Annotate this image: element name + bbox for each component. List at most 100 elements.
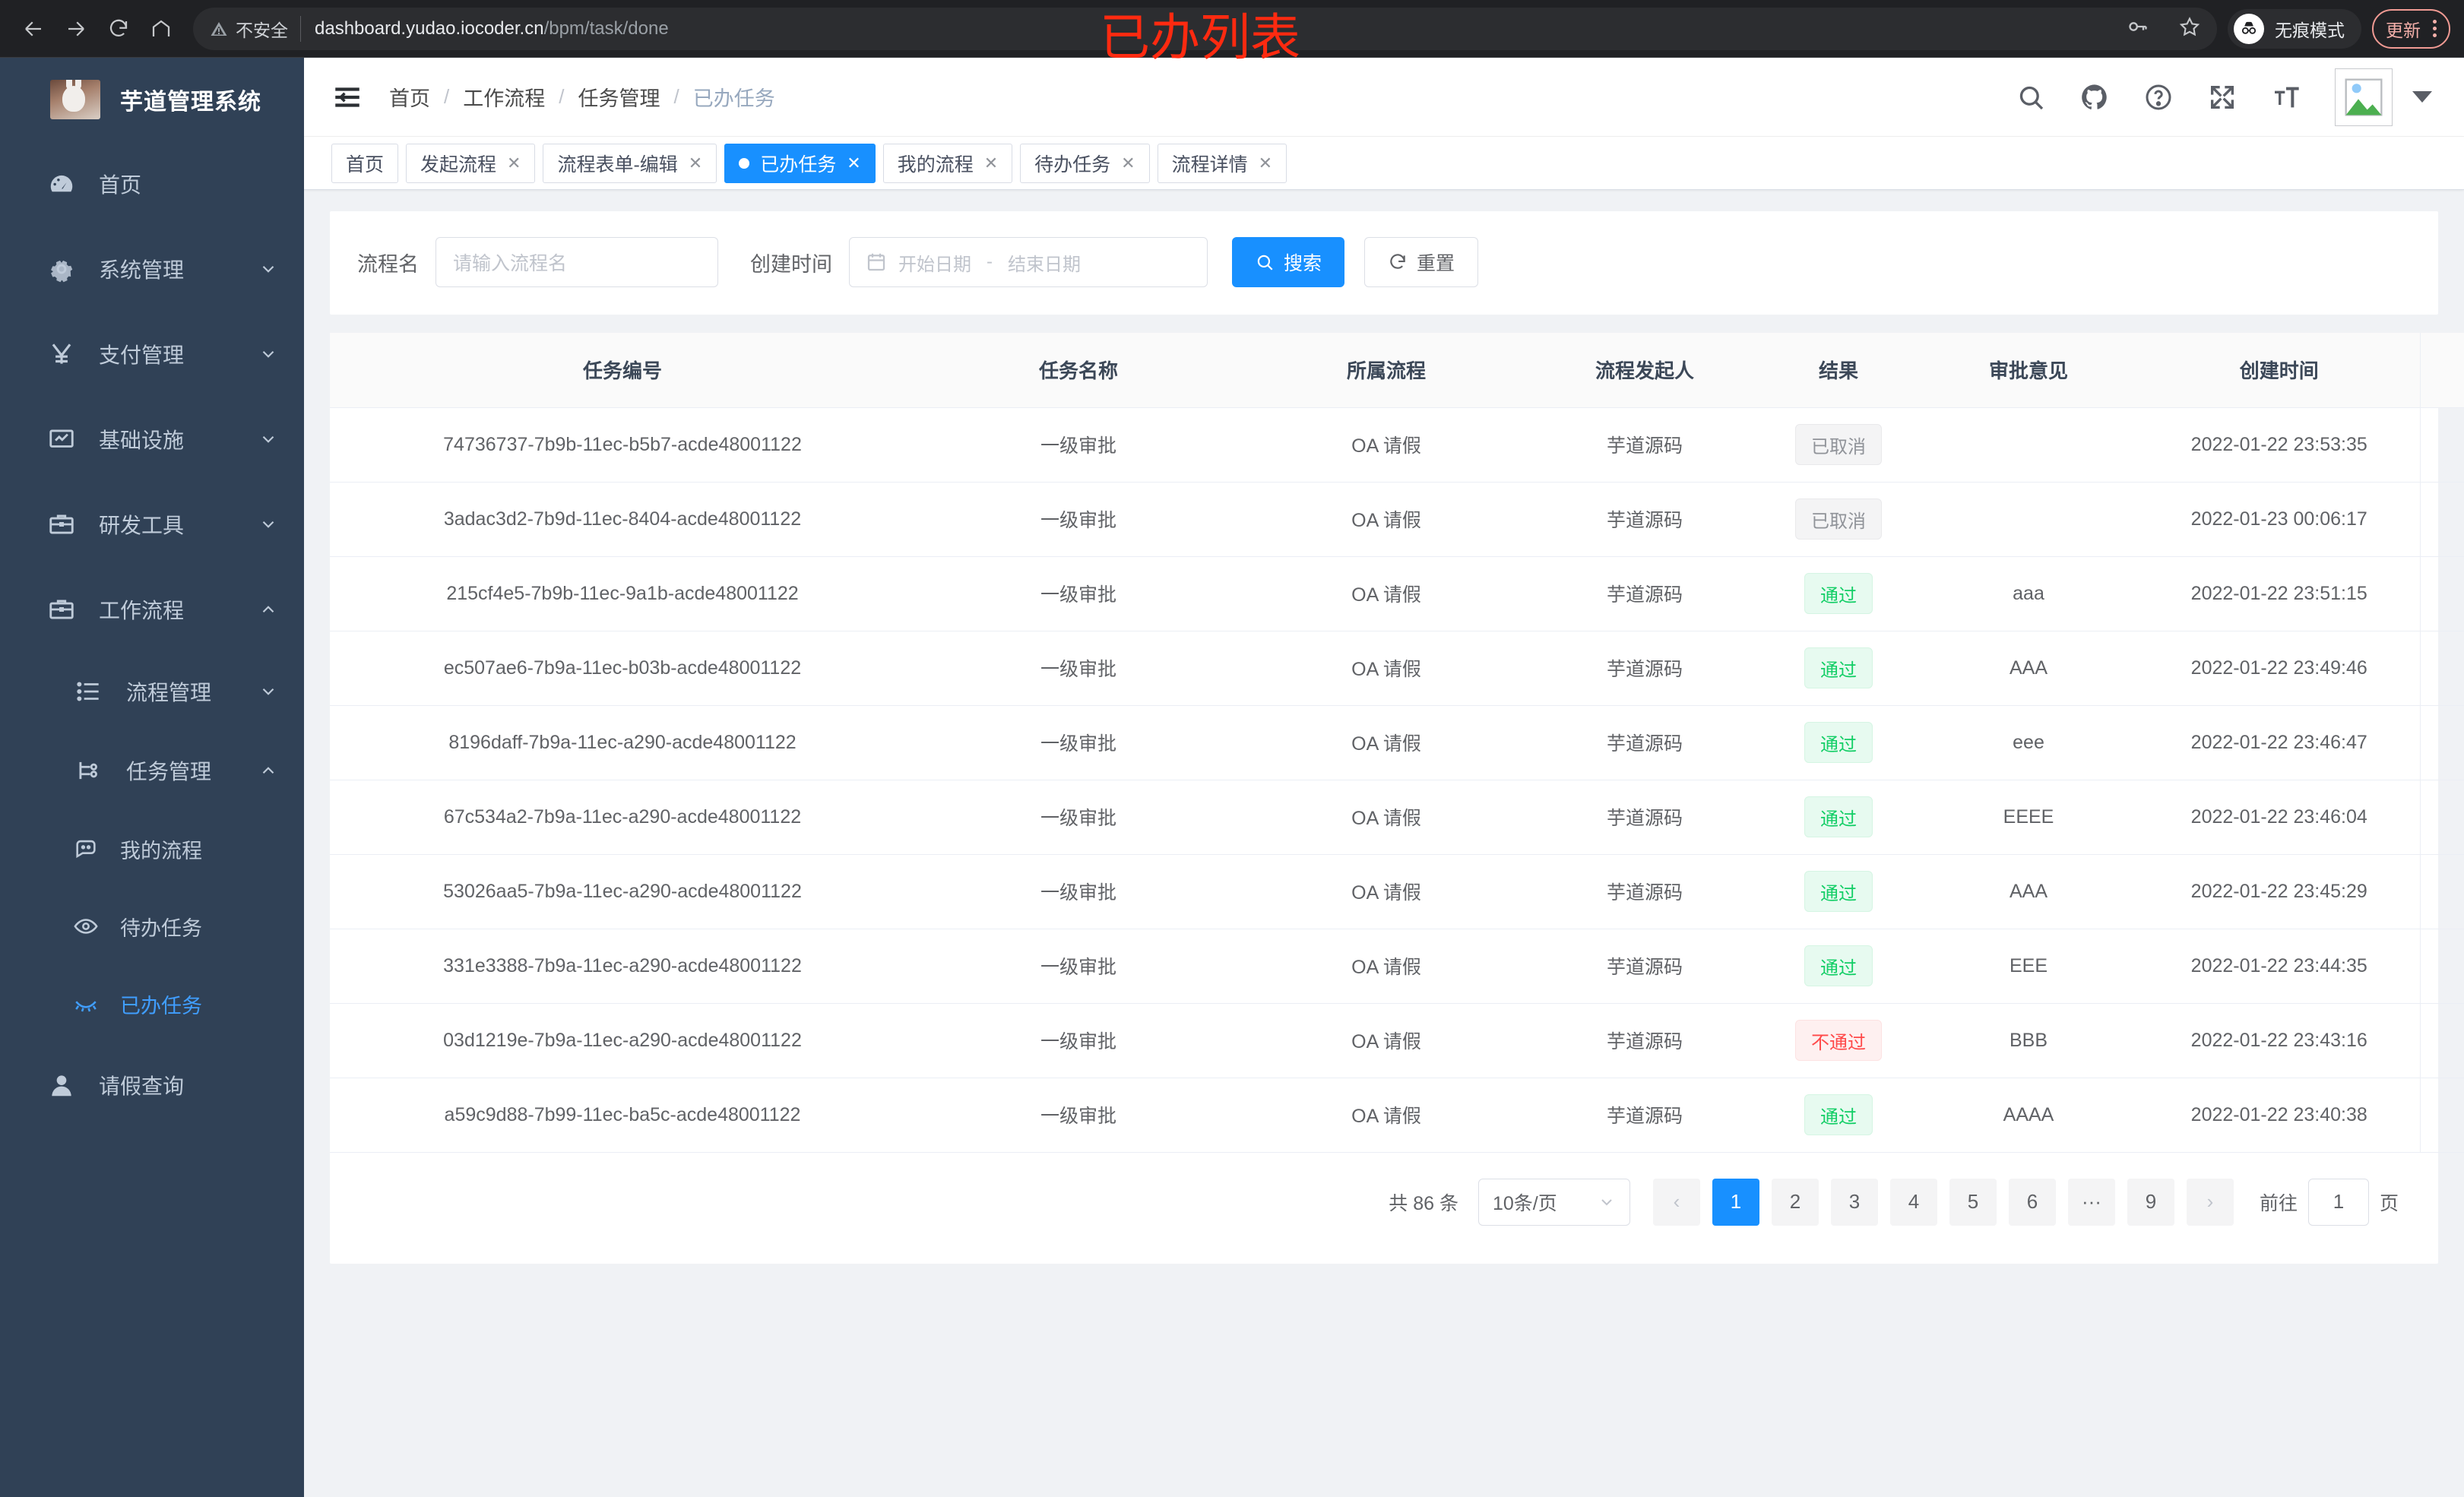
next-page-button[interactable]: › (2186, 1178, 2234, 1226)
site-security-indicator[interactable]: 不安全 (210, 15, 301, 42)
page-number-button[interactable]: 3 (1830, 1178, 1878, 1226)
cell-task-name: 一级审批 (915, 556, 1242, 631)
table-row: a59c9d88-7b99-11ec-ba5c-acde48001122 一级审批… (330, 1078, 2464, 1153)
cell-task-id: 53026aa5-7b9a-11ec-a290-acde48001122 (330, 854, 915, 929)
home-icon[interactable] (140, 8, 182, 50)
close-icon[interactable]: ✕ (1121, 153, 1135, 172)
dashboard-icon (47, 169, 76, 198)
font-size-icon[interactable] (2271, 82, 2301, 112)
page-number-button[interactable]: 2 (1771, 1178, 1819, 1226)
tab-label: 我的流程 (897, 153, 974, 176)
cell-operation: 详情 (2419, 1003, 2464, 1078)
goto-page-input[interactable]: 1 (2307, 1178, 2369, 1226)
tab-home[interactable]: 首页 (331, 143, 399, 183)
chevron-down-icon[interactable] (2412, 91, 2432, 103)
address-bar[interactable]: 不安全 dashboard.yudao.iocoder.cn/bpm/task/… (193, 7, 2217, 50)
update-button[interactable]: 更新 (2372, 8, 2450, 49)
sidebar-item-task-management[interactable]: 任务管理 (0, 731, 304, 810)
cell-process: OA 请假 (1242, 407, 1531, 483)
sidebar-item-label: 系统管理 (99, 258, 185, 282)
tab-start-process[interactable]: 发起流程 ✕ (406, 143, 536, 183)
avatar[interactable] (2335, 68, 2393, 126)
browser-chrome: 不安全 dashboard.yudao.iocoder.cn/bpm/task/… (0, 0, 2464, 58)
date-range-picker[interactable]: 开始日期 - 结束日期 (849, 237, 1208, 287)
tab-done-tasks[interactable]: 已办任务 ✕ (724, 143, 876, 183)
reset-button[interactable]: 重置 (1364, 237, 1479, 287)
sidebar-item-process-management[interactable]: 流程管理 (0, 652, 304, 731)
search-button[interactable]: 搜索 (1232, 237, 1345, 287)
tab-process-form-edit[interactable]: 流程表单-编辑 ✕ (543, 143, 717, 183)
tab-my-process[interactable]: 我的流程 ✕ (882, 143, 1013, 183)
tab-process-detail[interactable]: 流程详情 ✕ (1157, 143, 1287, 183)
cell-created: 2022-01-22 23:53:35 (2139, 407, 2420, 483)
sidebar-item-my-process[interactable]: 我的流程 (0, 810, 304, 888)
page-size-select[interactable]: 10条/页 (1477, 1178, 1630, 1226)
close-icon[interactable]: ✕ (1258, 153, 1273, 172)
breadcrumb: 首页 / 工作流程 / 任务管理 / 已办任务 (389, 82, 775, 112)
sidebar-item-devtools[interactable]: 研发工具 (0, 482, 304, 567)
cell-task-id: 03d1219e-7b9a-11ec-a290-acde48001122 (330, 1003, 915, 1078)
eye-icon (73, 913, 99, 939)
breadcrumb-item[interactable]: 任务管理 (578, 87, 660, 110)
warning-icon (210, 20, 228, 38)
close-icon[interactable]: ✕ (507, 153, 521, 172)
cell-initiator: 芋道源码 (1531, 705, 1759, 780)
cell-task-name: 一级审批 (915, 705, 1242, 780)
page-number-button[interactable]: 4 (1889, 1178, 1937, 1226)
close-icon[interactable]: ✕ (688, 153, 703, 172)
hamburger-icon[interactable] (331, 81, 363, 113)
page-number-button[interactable]: 5 (1949, 1178, 1997, 1226)
sidebar-item-leave-query[interactable]: 请假查询 (0, 1043, 304, 1128)
breadcrumb-item[interactable]: 工作流程 (463, 87, 546, 110)
page-ellipsis[interactable]: ··· (2067, 1178, 2115, 1226)
sidebar-item-payment[interactable]: 支付管理 (0, 312, 304, 397)
incognito-indicator[interactable]: 无痕模式 (2228, 8, 2361, 49)
column-header-opinion: 审批意见 (1918, 333, 2139, 408)
cell-initiator: 芋道源码 (1531, 1003, 1759, 1078)
sidebar-item-infrastructure[interactable]: 基础设施 (0, 397, 304, 482)
sidebar-item-todo-tasks[interactable]: 待办任务 (0, 888, 304, 965)
fullscreen-icon[interactable] (2207, 82, 2238, 112)
close-icon[interactable]: ✕ (847, 153, 861, 172)
forward-arrow-icon[interactable] (55, 8, 97, 50)
tab-label: 已办任务 (760, 153, 837, 176)
back-arrow-icon[interactable] (12, 8, 55, 50)
page-number-button[interactable]: 6 (2008, 1178, 2056, 1226)
table-row: 215cf4e5-7b9b-11ec-9a1b-acde48001122 一级审批… (330, 556, 2464, 631)
process-name-input[interactable]: 请输入流程名 (435, 237, 718, 287)
tab-label: 待办任务 (1034, 153, 1111, 176)
page-number-button[interactable]: 9 (2127, 1178, 2174, 1226)
search-icon[interactable] (2016, 82, 2046, 112)
prev-page-button[interactable]: ‹ (1652, 1178, 1700, 1226)
reload-icon[interactable] (97, 8, 140, 50)
cell-task-name: 一级审批 (915, 407, 1242, 483)
help-icon[interactable] (2143, 82, 2174, 112)
sidebar-item-workflow[interactable]: 工作流程 (0, 567, 304, 652)
chevron-up-icon (258, 761, 278, 780)
sidebar-item-done-tasks[interactable]: 已办任务 (0, 965, 304, 1043)
close-icon[interactable]: ✕ (983, 153, 999, 172)
key-icon[interactable] (2127, 16, 2149, 41)
chat-icon (73, 836, 99, 862)
chrome-menu-icon[interactable] (2433, 20, 2437, 37)
page-number-button[interactable]: 1 (1712, 1178, 1759, 1226)
star-icon[interactable] (2179, 16, 2200, 41)
table-body: 74736737-7b9b-11ec-b5b7-acde48001122 一级审批… (330, 407, 2464, 1153)
task-table: 任务编号 任务名称 所属流程 流程发起人 结果 审批意见 创建时间 操作 747… (330, 333, 2464, 1153)
cell-created: 2022-01-23 00:06:17 (2139, 482, 2420, 557)
cell-task-id: 74736737-7b9b-11ec-b5b7-acde48001122 (330, 407, 915, 483)
breadcrumb-item[interactable]: 首页 (389, 87, 430, 110)
github-icon[interactable] (2079, 82, 2110, 112)
sidebar-item-label: 基础设施 (99, 429, 185, 452)
sidebar-item-home[interactable]: 首页 (0, 141, 304, 226)
toolbox-icon (47, 510, 76, 539)
sidebar-item-label: 研发工具 (99, 514, 185, 537)
brand[interactable]: 芋道管理系统 (0, 58, 304, 141)
pagination: 共 86 条 10条/页 ‹ 1 2 3 4 5 6 ··· 9 › 前往 1 页 (330, 1153, 2438, 1249)
cell-opinion: AAAA (1918, 1078, 2139, 1153)
tab-todo-tasks[interactable]: 待办任务 ✕ (1020, 143, 1150, 183)
sidebar-item-system[interactable]: 系统管理 (0, 226, 304, 312)
start-date-placeholder: 开始日期 (898, 254, 971, 275)
cell-operation: 详情 (2419, 854, 2464, 929)
status-badge: 通过 (1804, 796, 1873, 837)
